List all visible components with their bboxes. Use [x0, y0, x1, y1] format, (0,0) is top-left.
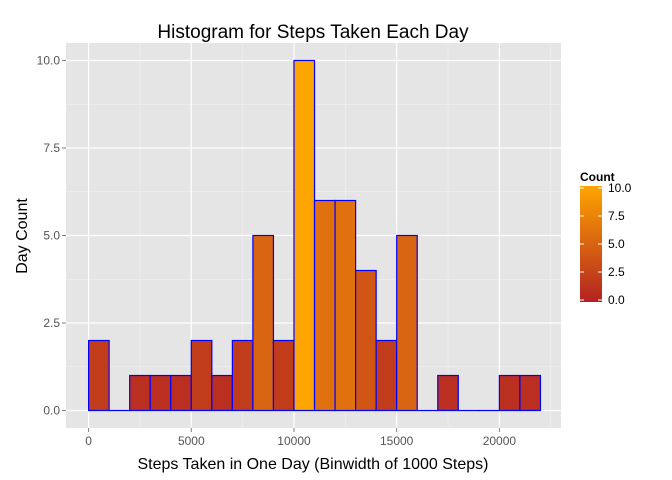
histogram-bar [396, 234, 418, 412]
x-axis-ticks: 0 5000 10000 15000 20000 [85, 428, 516, 448]
legend-tick-label: 0.0 [608, 293, 625, 307]
histogram-bar [355, 269, 377, 412]
histogram-bar [87, 339, 110, 412]
histogram-bar [149, 374, 172, 412]
y-tick-label: 5.0 [43, 229, 60, 243]
histogram-bar [334, 199, 357, 412]
y-tick-label: 10.0 [37, 54, 61, 68]
legend-tick-label: 2.5 [608, 265, 625, 279]
legend-tick-label: 7.5 [608, 209, 625, 223]
x-tick-label: 20000 [483, 434, 517, 448]
histogram-bar [129, 374, 151, 412]
y-axis-title: Day Count [14, 198, 31, 274]
histogram-bar [437, 374, 459, 412]
y-tick-label: 0.0 [43, 404, 60, 418]
legend-title: Count [580, 170, 615, 184]
y-tick-label: 2.5 [43, 316, 60, 330]
legend-tick-label: 5.0 [608, 237, 625, 251]
legend-tick-label: 10.0 [608, 181, 632, 195]
histogram-bar [375, 339, 398, 412]
histogram-bars [87, 59, 542, 412]
x-tick-label: 5000 [178, 434, 205, 448]
histogram-bar [170, 374, 192, 412]
histogram-bar [252, 234, 275, 412]
histogram-bar [293, 59, 316, 412]
histogram-bar [211, 374, 233, 412]
histogram-bar [313, 199, 336, 412]
x-tick-label: 0 [85, 434, 92, 448]
x-tick-label: 15000 [380, 434, 414, 448]
x-axis-title: Steps Taken in One Day (Binwidth of 1000… [137, 456, 488, 473]
y-axis-ticks: 0.0 2.5 5.0 7.5 10.0 [37, 54, 66, 418]
legend-ticks: 0.0 2.5 5.0 7.5 10.0 [580, 181, 632, 307]
x-tick-label: 10000 [277, 434, 311, 448]
legend-colorbar [580, 186, 602, 302]
color-legend: Count 0.0 2.5 5.0 7.5 10.0 [580, 170, 632, 307]
y-tick-label: 7.5 [43, 141, 60, 155]
histogram-bar [498, 374, 521, 412]
histogram-bar [272, 339, 295, 412]
histogram-bar [190, 339, 213, 412]
histogram-bar [231, 339, 254, 412]
histogram-bar [519, 374, 542, 412]
chart-title: Histogram for Steps Taken Each Day [157, 22, 469, 43]
